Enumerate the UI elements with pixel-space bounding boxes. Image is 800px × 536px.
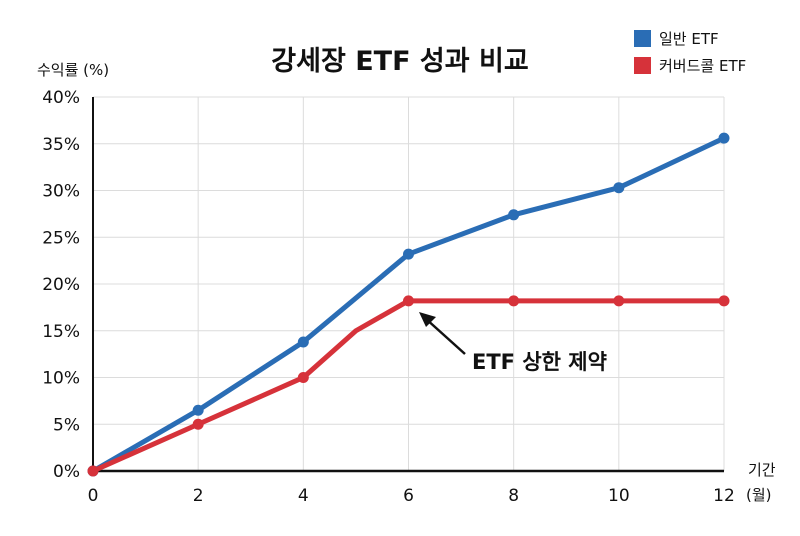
y-tick-label: 20% <box>42 275 80 295</box>
data-point-marker <box>613 295 625 307</box>
y-axis-label: 수익률 (%) <box>37 61 109 79</box>
x-tick-label: 10 <box>608 486 630 506</box>
y-tick-label: 5% <box>53 415 80 435</box>
axes <box>92 97 724 473</box>
data-point-marker <box>508 209 520 221</box>
arrow-head-icon <box>419 312 436 327</box>
data-point-marker <box>508 295 520 307</box>
x-tick-label: 4 <box>298 486 309 506</box>
data-point-marker <box>297 372 309 383</box>
y-tick-label: 15% <box>42 322 80 342</box>
series-line <box>90 298 727 474</box>
data-point-marker <box>718 132 730 144</box>
y-tick-label: 10% <box>42 369 80 389</box>
data-series <box>87 132 730 477</box>
data-point-marker <box>403 248 414 260</box>
series-covered-call-etf <box>87 295 730 477</box>
x-tick-label: 8 <box>508 486 519 506</box>
data-point-marker <box>192 404 204 416</box>
legend-label-general-etf: 일반 ETF <box>659 30 719 48</box>
y-tick-label: 30% <box>42 182 80 202</box>
x-axis-label-line1: 기간 <box>748 461 776 479</box>
legend-swatch-general-etf <box>634 30 651 47</box>
y-tick-label: 0% <box>53 462 80 482</box>
x-tick-labels: 0 2 4 6 8 10 12 <box>88 486 735 506</box>
grid-lines <box>93 96 725 471</box>
data-point-marker <box>613 182 625 194</box>
annotation-arrow-line <box>424 317 466 355</box>
y-tick-labels: 0% 5% 10% 15% 20% 25% 30% 35% 40% <box>42 88 80 482</box>
data-point-marker <box>87 465 99 477</box>
data-point-marker <box>192 418 204 430</box>
y-tick-label: 25% <box>42 228 80 248</box>
legend-label-covered-call-etf: 커버드콜 ETF <box>659 57 746 75</box>
data-point-marker <box>297 336 309 348</box>
annotation: ETF 상한 제약 <box>419 312 607 374</box>
x-tick-label: 0 <box>88 486 99 506</box>
x-tick-label: 12 <box>713 486 735 506</box>
data-point-marker <box>718 295 730 307</box>
annotation-text: ETF 상한 제약 <box>472 350 607 374</box>
x-tick-label: 2 <box>193 486 204 506</box>
y-tick-label: 35% <box>42 135 80 155</box>
y-tick-label: 40% <box>42 88 80 108</box>
data-point-marker <box>403 295 414 307</box>
x-axis-label-line2: (월) <box>746 486 772 504</box>
chart-title: 강세장 ETF 성과 비교 <box>271 46 528 77</box>
x-tick-label: 6 <box>403 486 414 506</box>
legend: 일반 ETF 커버드콜 ETF <box>634 30 746 75</box>
legend-swatch-covered-call-etf <box>634 57 651 74</box>
